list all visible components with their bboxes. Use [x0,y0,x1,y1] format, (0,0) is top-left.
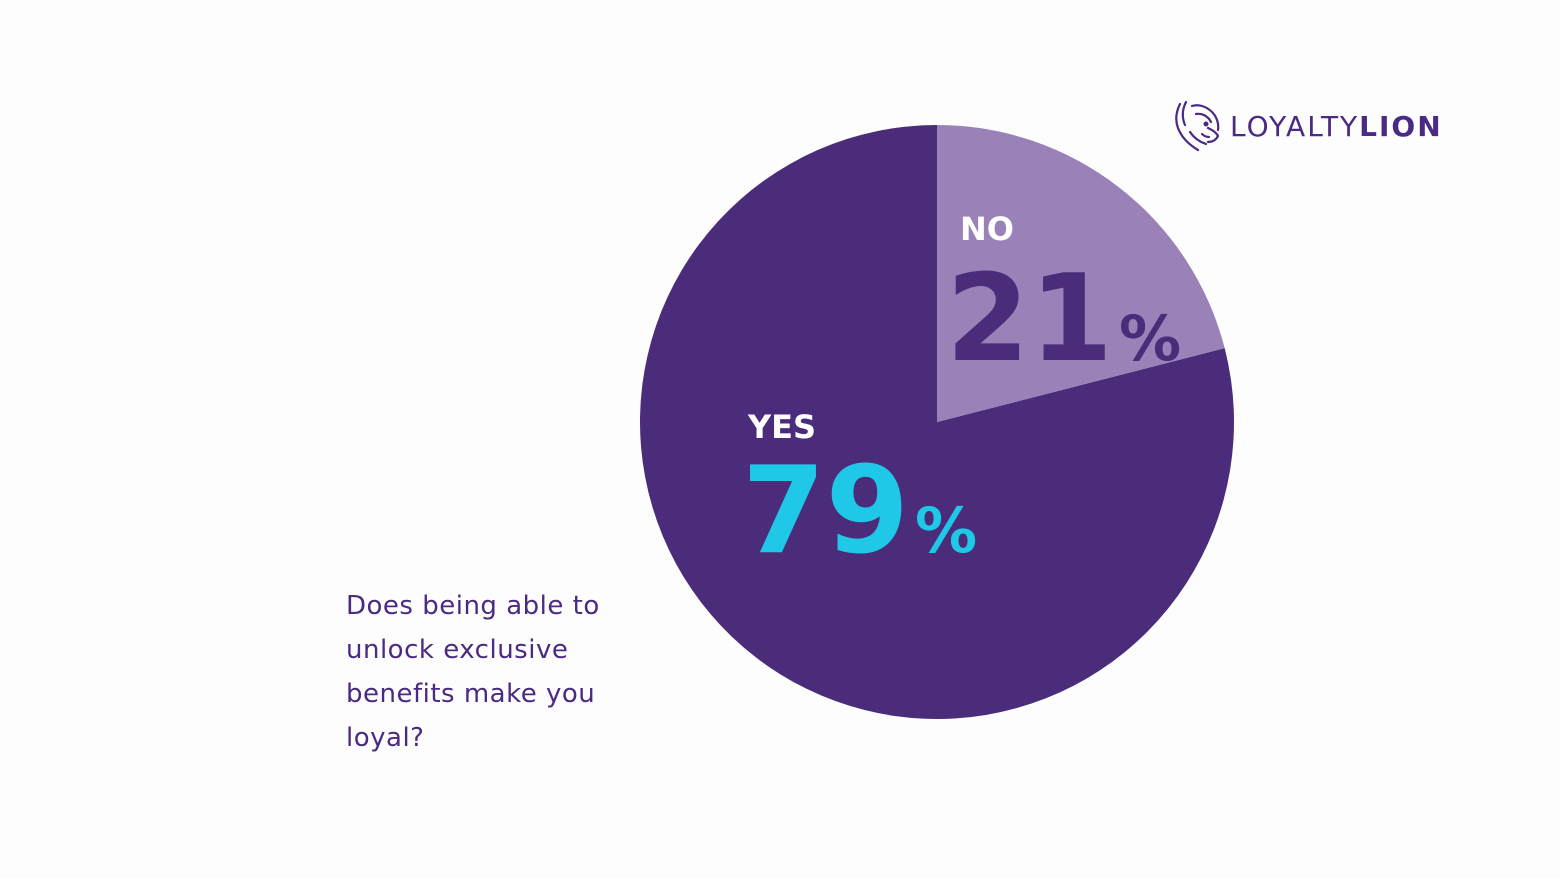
pie-slice-no [937,125,1225,422]
logo-wordmark-part2: LION [1359,109,1443,143]
slice-value-no-number: 21 [946,250,1113,389]
pie-slice-yes [639,125,1234,719]
logo-wordmark: LOYALTYLION [1230,110,1443,143]
slice-label-no: NO [960,210,1014,248]
slice-value-yes-unit: % [915,494,977,567]
slice-label-yes: YES [747,408,816,446]
lion-head-icon [1175,100,1220,152]
slice-value-no-unit: % [1119,302,1181,375]
slice-value-no: 21% [946,250,1181,389]
loyaltylion-logo: LOYALTYLION [1172,98,1443,154]
slice-value-yes: 79% [742,442,977,581]
slice-value-yes-number: 79 [742,442,909,581]
survey-question: Does being able to unlock exclusive bene… [346,591,600,753]
logo-wordmark-part1: LOYALTY [1230,109,1360,143]
